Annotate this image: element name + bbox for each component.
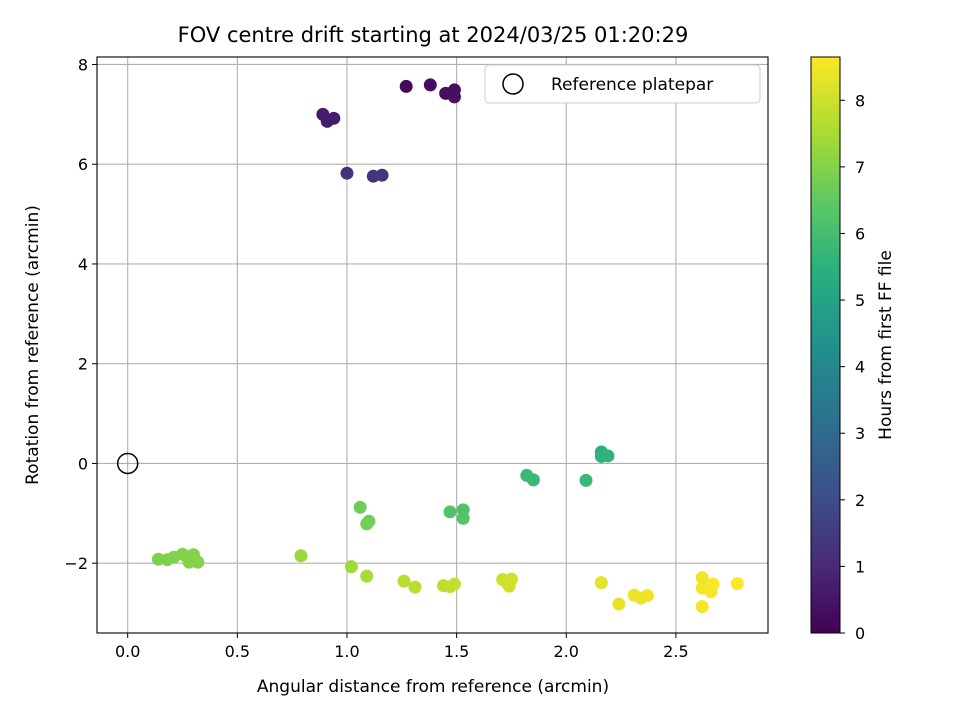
- colorbar-tick-label: 2: [855, 491, 865, 510]
- colorbar-tick-label: 5: [855, 291, 865, 310]
- x-tick-label: 1.0: [334, 642, 359, 661]
- data-point: [191, 555, 205, 569]
- y-axis: −2 0 2 4 6 8: [64, 55, 97, 573]
- x-tick-label: 1.5: [444, 642, 469, 661]
- data-point: [340, 166, 354, 180]
- x-tick-label: 2.5: [663, 642, 688, 661]
- data-point: [360, 517, 374, 531]
- data-point: [327, 111, 341, 125]
- colorbar-label: Hours from first FF file: [876, 250, 896, 440]
- data-point: [408, 580, 422, 594]
- y-tick-label: 0: [78, 454, 88, 473]
- legend-box: [484, 64, 761, 104]
- x-tick-label: 2.0: [554, 642, 579, 661]
- plot-frame: [96, 56, 769, 634]
- data-point: [423, 78, 437, 92]
- colorbar-tick-label: 6: [855, 224, 865, 243]
- y-tick-label: −2: [64, 554, 88, 573]
- y-tick-label: 6: [78, 155, 88, 174]
- grid: [97, 57, 768, 633]
- data-point: [447, 577, 461, 591]
- x-tick-label: 0.0: [115, 642, 140, 661]
- data-point: [594, 576, 608, 590]
- data-point: [456, 511, 470, 525]
- data-point: [695, 600, 709, 614]
- legend-marker-icon: [502, 73, 524, 95]
- colorbar-tick-label: 0: [855, 624, 865, 643]
- colorbar-tick-label: 8: [855, 91, 865, 110]
- colorbar-tick-label: 4: [855, 358, 865, 377]
- data-point: [612, 597, 626, 611]
- colorbar-ticks: 0 1 2 3 4 5 6 7 8: [840, 91, 865, 643]
- data-point: [730, 577, 744, 591]
- colorbar-tick-label: 7: [855, 158, 865, 177]
- data-point: [695, 571, 709, 585]
- y-tick-label: 8: [78, 55, 88, 74]
- data-point: [353, 500, 367, 514]
- data-point: [399, 79, 413, 93]
- data-point: [706, 577, 720, 591]
- data-point: [579, 473, 593, 487]
- data-point: [447, 90, 461, 104]
- colorbar-gradient: [810, 56, 841, 634]
- chart-title: FOV centre drift starting at 2024/03/25 …: [178, 23, 689, 47]
- data-point: [640, 589, 654, 603]
- data-point: [502, 579, 516, 593]
- data-point: [601, 449, 615, 463]
- y-tick-label: 2: [78, 355, 88, 374]
- legend: Reference platepar: [484, 64, 761, 104]
- legend-label: Reference platepar: [551, 75, 713, 95]
- data-point: [443, 505, 457, 519]
- data-point: [375, 168, 389, 182]
- colorbar-tick-label: 3: [855, 424, 865, 443]
- data-point: [360, 569, 374, 583]
- x-axis-label: Angular distance from reference (arcmin): [257, 677, 609, 697]
- data-points: [116, 78, 744, 614]
- colorbar-tick-label: 1: [855, 557, 865, 576]
- data-point: [294, 549, 308, 563]
- x-axis: 0.0 0.5 1.0 1.5 2.0 2.5: [115, 633, 689, 661]
- y-axis-label: Rotation from reference (arcmin): [23, 205, 43, 485]
- x-tick-label: 0.5: [225, 642, 250, 661]
- colorbar: 0 1 2 3 4 5 6 7 8 Hours from first FF file: [810, 56, 896, 643]
- data-point: [344, 560, 358, 574]
- data-point: [397, 574, 411, 588]
- data-point: [526, 473, 540, 487]
- y-tick-label: 4: [78, 255, 88, 274]
- reference-point: [116, 452, 139, 475]
